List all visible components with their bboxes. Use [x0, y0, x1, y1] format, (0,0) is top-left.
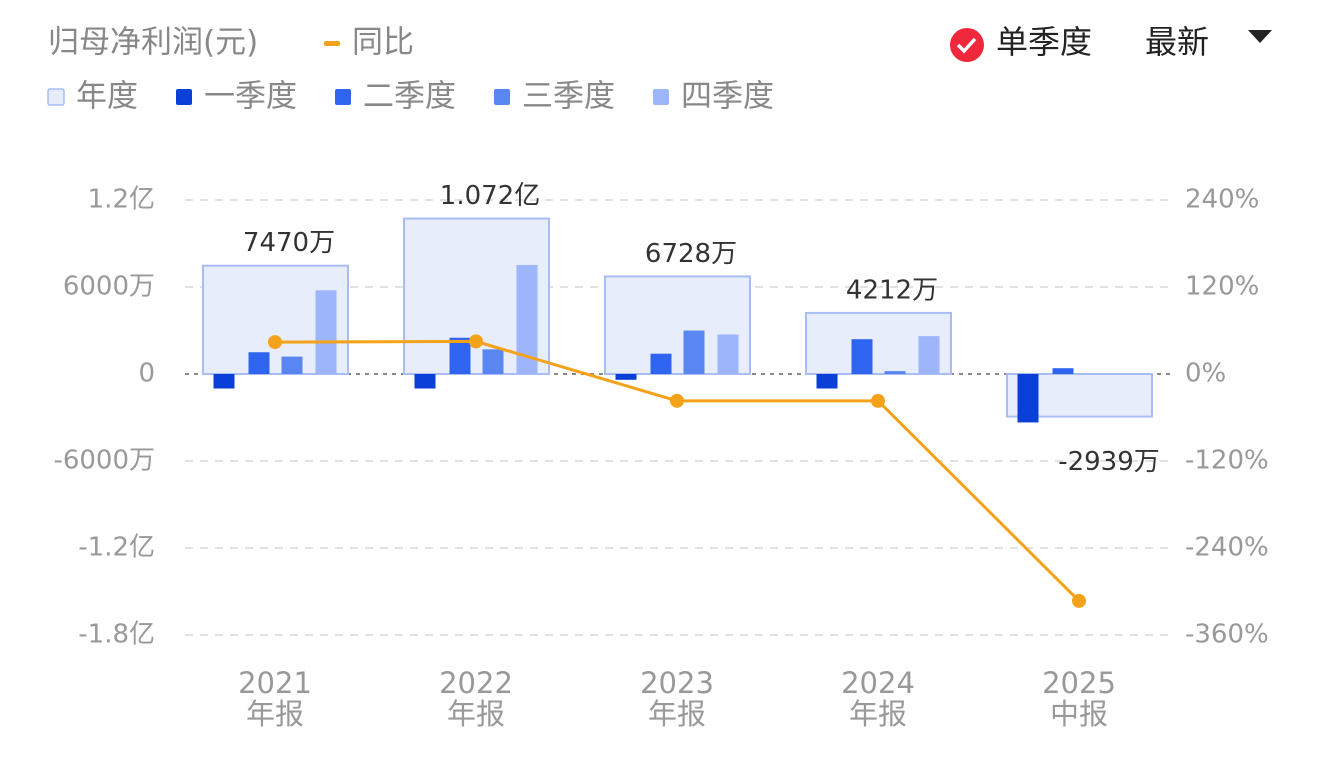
yoy-point	[871, 393, 885, 408]
legend-label: 一季度	[204, 79, 297, 115]
yoy-point	[469, 334, 483, 349]
y2-tick-label: 240%	[1185, 185, 1259, 215]
dropdown-arrow	[1248, 30, 1272, 43]
quarter-bar	[851, 339, 873, 374]
chart-title: 归母净利润(元)	[48, 25, 258, 61]
quarter-bar	[816, 374, 838, 389]
value-label: 1.072亿	[440, 181, 540, 211]
quarter-bar	[683, 330, 705, 374]
legend-label: 四季度	[681, 79, 774, 115]
legend-label: 二季度	[363, 79, 456, 115]
latest-dropdown[interactable]: 最新	[1145, 23, 1272, 61]
y2-tick-label: -120%	[1185, 446, 1269, 476]
y-tick-label: 0	[138, 359, 155, 389]
x-tick-label: 2023	[640, 666, 714, 700]
quarter-bar	[414, 374, 436, 389]
yoy-point	[670, 393, 684, 408]
quarter-bar	[482, 349, 504, 374]
x-tick-label: 2025	[1042, 666, 1116, 700]
quarter-bar	[449, 337, 471, 374]
legend-label: 三季度	[522, 79, 615, 115]
quarter-bar	[650, 353, 672, 374]
quarter-bar	[717, 334, 739, 374]
quarter-bar	[615, 374, 637, 380]
legend-line-marker	[324, 41, 340, 46]
x-tick-label: 2022	[439, 666, 513, 700]
legend-marker	[47, 88, 65, 106]
value-label: -2939万	[1058, 447, 1160, 477]
check-mark	[956, 37, 977, 54]
quarter-bar	[281, 356, 303, 374]
legend-marker	[335, 89, 351, 105]
y2-tick-label: 120%	[1185, 272, 1259, 302]
dropdown-label: 最新	[1145, 23, 1209, 61]
value-label: 7470万	[243, 228, 335, 258]
y-tick-label: 6000万	[63, 272, 155, 302]
yoy-point	[268, 335, 282, 350]
single-quarter-toggle[interactable]: 单季度	[950, 23, 1092, 62]
quarter-bar	[1017, 374, 1039, 423]
y2-tick-label: 0%	[1185, 359, 1226, 389]
quarter-bar	[884, 371, 906, 374]
yoy-line	[274, 339, 1081, 602]
value-label: 4212万	[846, 275, 938, 305]
legend-marker	[494, 89, 510, 105]
y-tick-label: 1.2亿	[88, 185, 155, 215]
x-tick-label: 年报	[849, 697, 907, 731]
toggle-label: 单季度	[996, 23, 1092, 61]
check-icon	[950, 28, 984, 62]
quarter-bar	[516, 264, 538, 374]
value-label: 6728万	[645, 239, 737, 269]
y-tick-label: -6000万	[53, 446, 155, 476]
y-tick-label: -1.8亿	[78, 620, 155, 650]
x-tick-label: 2021	[238, 666, 312, 700]
legend-marker	[653, 89, 669, 105]
quarter-bar	[315, 290, 337, 374]
legend-marker	[176, 89, 192, 105]
quarter-bar	[1052, 368, 1074, 374]
y2-tick-label: -360%	[1185, 620, 1269, 650]
yoy-point	[1072, 593, 1086, 608]
x-tick-label: 年报	[246, 697, 304, 731]
y2-tick-label: -240%	[1185, 533, 1269, 563]
quarter-bar	[918, 336, 940, 374]
x-tick-label: 2024	[841, 666, 915, 700]
x-tick-label: 年报	[648, 697, 706, 731]
y-tick-label: -1.2亿	[78, 533, 155, 563]
x-tick-label: 中报	[1050, 697, 1108, 731]
quarter-bar	[213, 374, 235, 389]
legend-label: 年度	[76, 79, 138, 115]
quarter-bar	[248, 352, 270, 374]
legend-label: 同比	[352, 25, 414, 61]
x-tick-label: 年报	[447, 697, 505, 731]
